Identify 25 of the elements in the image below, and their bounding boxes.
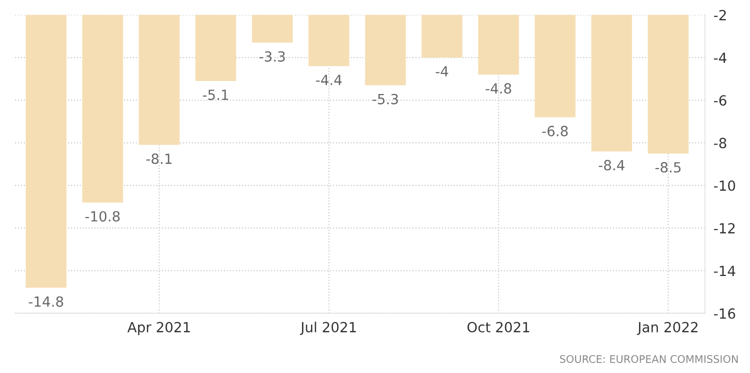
data-label: -4 — [436, 66, 448, 76]
data-label: -10.8 — [85, 211, 120, 222]
data-label: -8.5 — [655, 162, 681, 173]
y-tick-label: -6 — [714, 95, 726, 106]
y-tick-label: -12 — [714, 223, 735, 234]
y-tick-label: -4 — [714, 52, 726, 63]
data-label: -8.1 — [146, 154, 172, 164]
data-label: -5.1 — [202, 90, 228, 100]
x-tick-label: Jul 2021 — [300, 322, 356, 335]
y-tick-label: -14 — [714, 266, 736, 276]
y-tick-label: -10 — [714, 180, 736, 191]
y-tick-label: -2 — [714, 10, 726, 20]
y-tick-label: -8 — [714, 138, 726, 148]
data-label: -6.8 — [542, 126, 568, 136]
x-tick-label: Apr 2021 — [127, 322, 190, 336]
data-label: -5.3 — [372, 94, 398, 104]
data-label: -8.4 — [598, 160, 624, 170]
x-tick-label: Oct 2021 — [467, 322, 530, 332]
data-label: -14.8 — [28, 296, 64, 307]
x-tick-label: Jan 2022 — [636, 322, 698, 335]
data-label: -4.4 — [316, 74, 342, 85]
source-note: SOURCE: EUROPEAN COMMISSION — [560, 355, 738, 363]
data-label: -4.8 — [486, 83, 512, 94]
data-label: -3.3 — [259, 51, 285, 62]
y-tick-label: -16 — [714, 308, 736, 319]
